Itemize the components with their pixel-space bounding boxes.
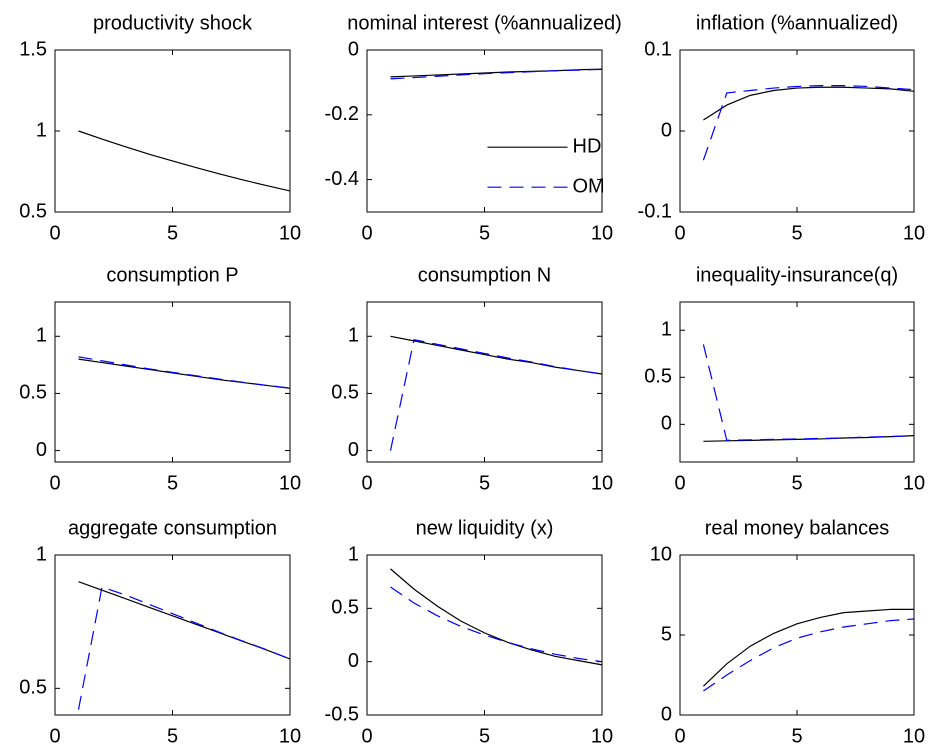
axes-frame [679, 554, 915, 716]
series-line [703, 86, 915, 121]
axes-background [367, 302, 602, 462]
axes-background [680, 302, 914, 462]
y-tick-label: 1 [348, 325, 359, 347]
x-tick-label: 0 [361, 222, 372, 244]
series-line [77, 586, 291, 710]
y-tick-label: -0.4 [325, 168, 359, 190]
axes-background [55, 302, 290, 462]
subplot-title: consumption P [106, 264, 238, 286]
x-tick-label: 10 [279, 222, 301, 244]
subplot-title: consumption N [418, 264, 551, 286]
x-tick-label: 0 [49, 472, 60, 494]
subplot-title: nominal interest (%annualized) [347, 12, 622, 34]
y-tick-label: 0 [348, 650, 359, 672]
y-tick-label: 0.5 [19, 200, 47, 222]
y-tick-label: 0.5 [19, 382, 47, 404]
x-tick-label: 0 [49, 725, 60, 747]
y-tick-label: 0 [36, 439, 47, 461]
y-tick-label: 0.1 [644, 38, 672, 60]
y-tick-label: 1 [348, 543, 359, 565]
x-tick-label: 10 [591, 222, 613, 244]
y-tick-label: 0 [661, 703, 672, 725]
x-tick-label: 5 [167, 725, 178, 747]
axes-frame [679, 49, 915, 213]
series-line [78, 356, 291, 389]
x-tick-label: 0 [674, 472, 685, 494]
y-tick-label: -0.2 [325, 103, 359, 125]
y-tick-label: 1 [36, 119, 47, 141]
subplot-title: productivity shock [93, 12, 253, 34]
x-tick-label: 10 [279, 472, 301, 494]
x-tick-label: 10 [903, 472, 925, 494]
x-tick-label: 5 [791, 222, 802, 244]
x-tick-label: 10 [591, 725, 613, 747]
axes-frame [54, 301, 291, 463]
y-tick-label: -0.1 [638, 200, 672, 222]
x-tick-label: 5 [479, 472, 490, 494]
y-tick-label: 1.5 [19, 38, 47, 60]
y-tick-label: 10 [650, 543, 672, 565]
x-tick-label: 10 [591, 472, 613, 494]
x-tick-label: 5 [167, 472, 178, 494]
x-tick-label: 5 [479, 222, 490, 244]
x-tick-label: 0 [674, 725, 685, 747]
x-tick-label: 0 [674, 222, 685, 244]
axes-frame [54, 554, 291, 716]
y-tick-label: 0 [661, 413, 672, 435]
y-tick-label: 1 [661, 319, 672, 341]
series-line [702, 344, 915, 441]
subplot-title: inflation (%annualized) [696, 12, 898, 34]
subplot-title: real money balances [705, 517, 890, 539]
y-tick-label: 0.5 [331, 382, 359, 404]
subplot-title: new liquidity (x) [416, 517, 554, 539]
y-tick-label: 1 [36, 543, 47, 565]
axes-background [680, 50, 914, 212]
axes-background [680, 555, 914, 715]
series-line [390, 586, 603, 663]
x-tick-label: 0 [361, 472, 372, 494]
series-line [702, 608, 914, 687]
series-line [78, 130, 291, 192]
subplot-title: inequality-insurance(q) [696, 264, 898, 286]
x-tick-label: 10 [903, 725, 925, 747]
series-line [702, 85, 915, 161]
subplot-title: aggregate consumption [68, 517, 277, 539]
series-line [703, 618, 915, 692]
axes-background [367, 50, 602, 212]
axes-background [55, 50, 290, 212]
x-tick-label: 5 [791, 472, 802, 494]
x-tick-label: 5 [167, 222, 178, 244]
x-tick-label: 10 [903, 222, 925, 244]
y-tick-label: 1 [36, 325, 47, 347]
y-tick-label: 0 [348, 38, 359, 60]
y-tick-label: 0.5 [331, 597, 359, 619]
x-tick-label: 5 [791, 725, 802, 747]
y-tick-label: 5 [661, 623, 672, 645]
x-tick-label: 0 [361, 725, 372, 747]
y-tick-label: -0.5 [325, 703, 359, 725]
axes-frame [366, 554, 603, 716]
legend-label: HD [573, 135, 602, 157]
x-tick-label: 10 [279, 725, 301, 747]
x-tick-label: 5 [479, 725, 490, 747]
axes-background [55, 555, 290, 715]
series-line [390, 568, 603, 666]
x-tick-label: 0 [49, 222, 60, 244]
axes-frame [679, 301, 915, 463]
axes-frame [366, 301, 603, 463]
y-tick-label: 0 [661, 119, 672, 141]
legend-label: OM [573, 175, 605, 197]
y-tick-label: 0.5 [19, 677, 47, 699]
series-line [389, 339, 603, 451]
y-tick-label: 0 [348, 439, 359, 461]
axes-frame [54, 49, 291, 213]
series-line [390, 68, 603, 80]
axes-frame [366, 49, 603, 213]
y-tick-label: 0.5 [644, 366, 672, 388]
